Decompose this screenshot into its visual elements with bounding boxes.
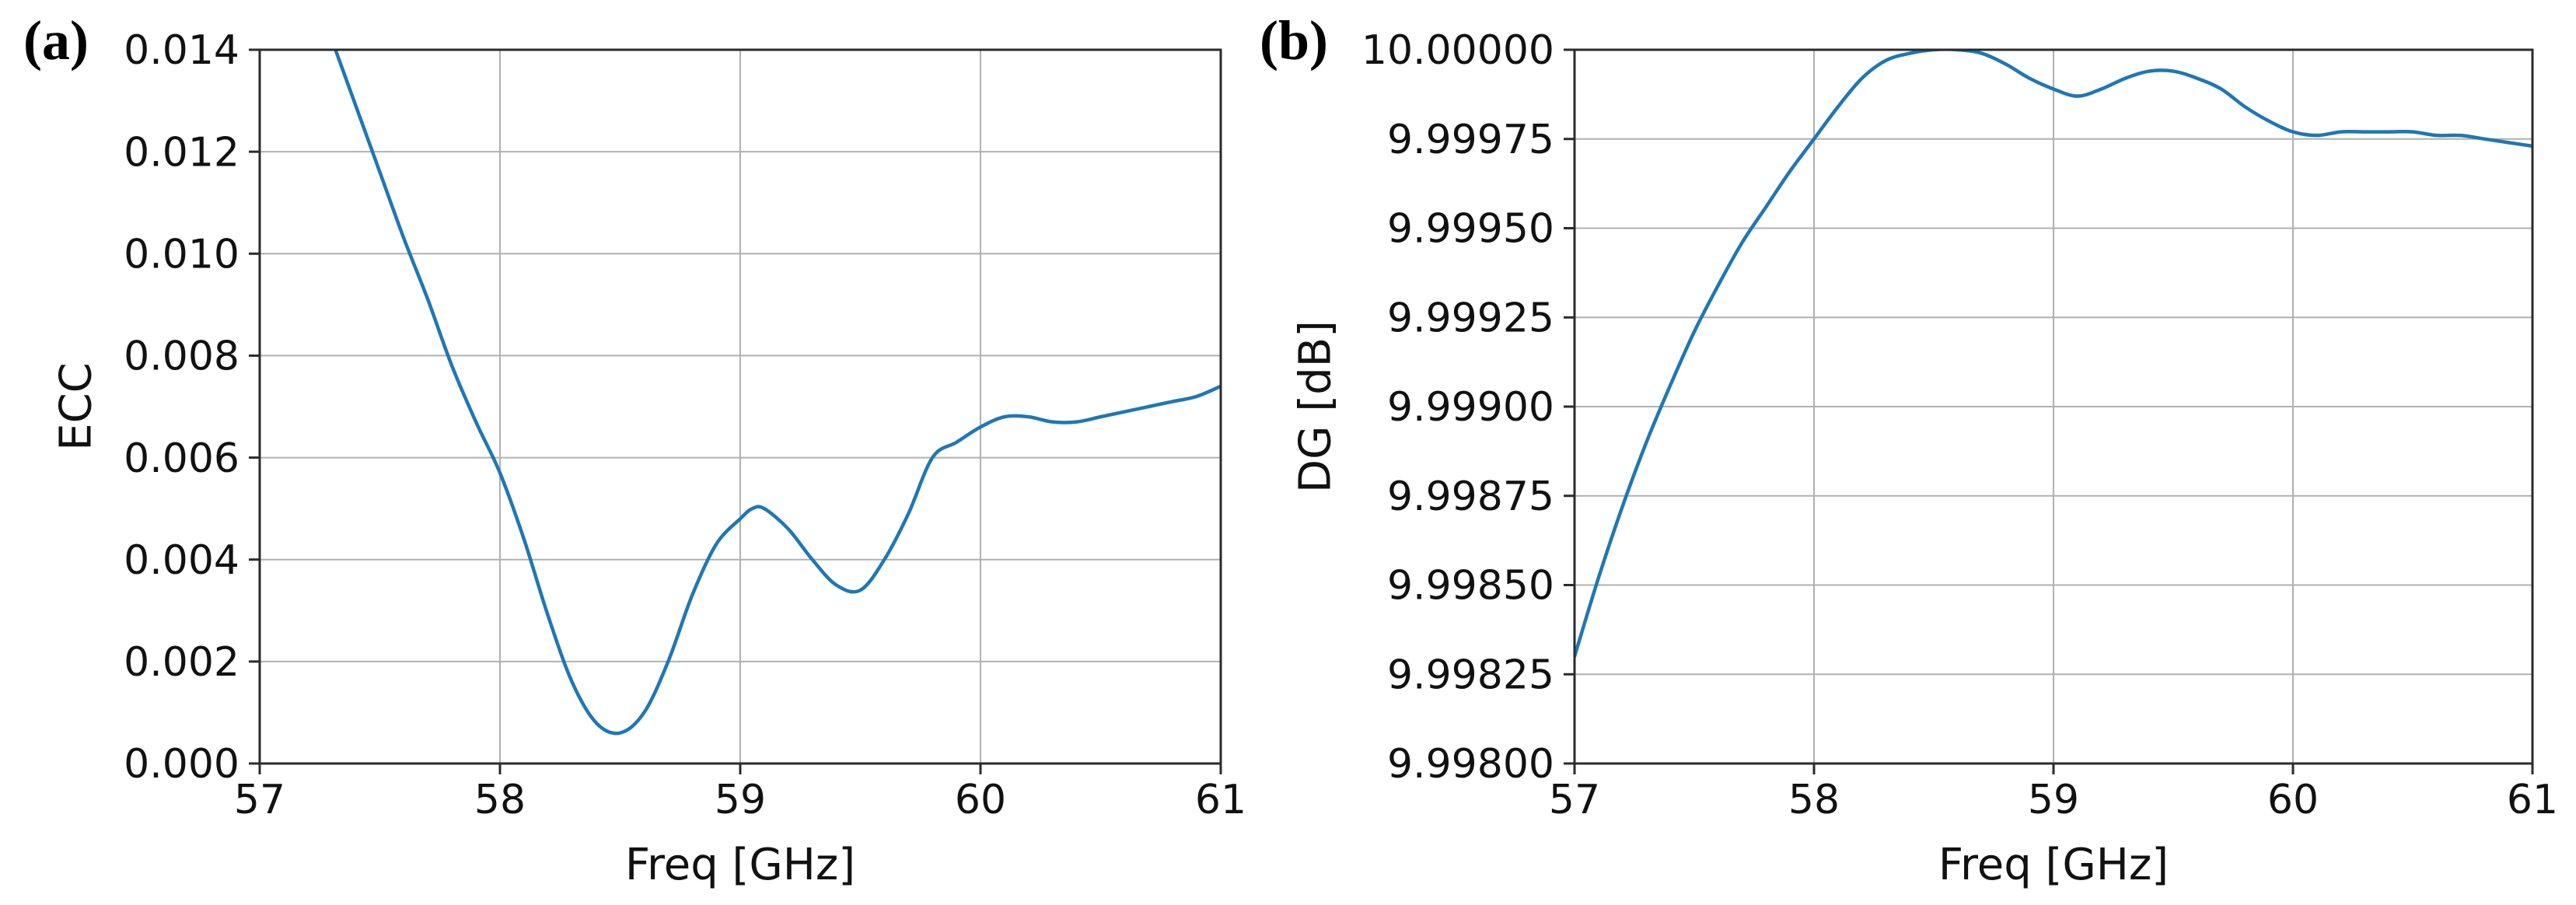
panel-b-plot-area: 57 58 59 60 61 9.99800 9.99825 9.99850 9.99875 9.… xyxy=(1361,27,2558,823)
y-tick-label: 10.00000 xyxy=(1361,27,1554,74)
x-tick-label: 59 xyxy=(715,777,766,823)
x-tick-label: 61 xyxy=(2507,777,2558,823)
panel-a-x-axis-title: Freq [GHz] xyxy=(624,840,856,890)
y-tick-label: 0.000 xyxy=(124,741,239,788)
y-tick-label: 0.002 xyxy=(124,639,239,686)
y-tick-label: 0.012 xyxy=(124,129,239,176)
y-tick-label: 9.99950 xyxy=(1387,206,1554,253)
y-tick-label: 9.99900 xyxy=(1387,384,1554,431)
y-tick-label: 9.99925 xyxy=(1387,295,1554,341)
x-tick-label: 59 xyxy=(2028,777,2079,823)
y-tick-label: 0.004 xyxy=(124,537,239,584)
y-tick-label: 0.014 xyxy=(124,27,239,74)
panel-b-y-axis-title: DG [dB] xyxy=(1290,320,1341,493)
x-tick-label: 58 xyxy=(1788,777,1840,823)
panel-b-label: (b) xyxy=(1260,9,1328,72)
y-tick-label: 9.99875 xyxy=(1387,473,1554,520)
y-tick-label: 9.99850 xyxy=(1387,563,1554,610)
y-tick-label: 0.006 xyxy=(124,435,239,482)
y-tick-label: 9.99825 xyxy=(1387,652,1554,698)
x-tick-label: 61 xyxy=(1195,777,1246,823)
y-tick-label: 0.008 xyxy=(124,334,239,380)
x-tick-label: 58 xyxy=(474,777,526,823)
panel-a-label: (a) xyxy=(23,9,89,72)
y-tick-label: 9.99975 xyxy=(1387,117,1554,163)
y-tick-label: 0.010 xyxy=(124,231,239,278)
y-tick-label: 9.99800 xyxy=(1387,741,1554,788)
panel-b-x-axis-title: Freq [GHz] xyxy=(1938,840,2169,890)
x-tick-label: 57 xyxy=(1549,777,1600,823)
series-line-ecc xyxy=(334,50,1221,736)
x-tick-label: 60 xyxy=(2267,777,2319,823)
panel-a-y-axis-title: ECC xyxy=(51,362,102,451)
x-tick-label: 57 xyxy=(234,777,285,823)
series-line-dg xyxy=(1575,50,2532,659)
panel-a-plot-area: 57 58 59 60 61 0.000 0.002 0.004 0.006 0.008 0.010… xyxy=(124,27,1246,823)
x-tick-label: 60 xyxy=(955,777,1006,823)
